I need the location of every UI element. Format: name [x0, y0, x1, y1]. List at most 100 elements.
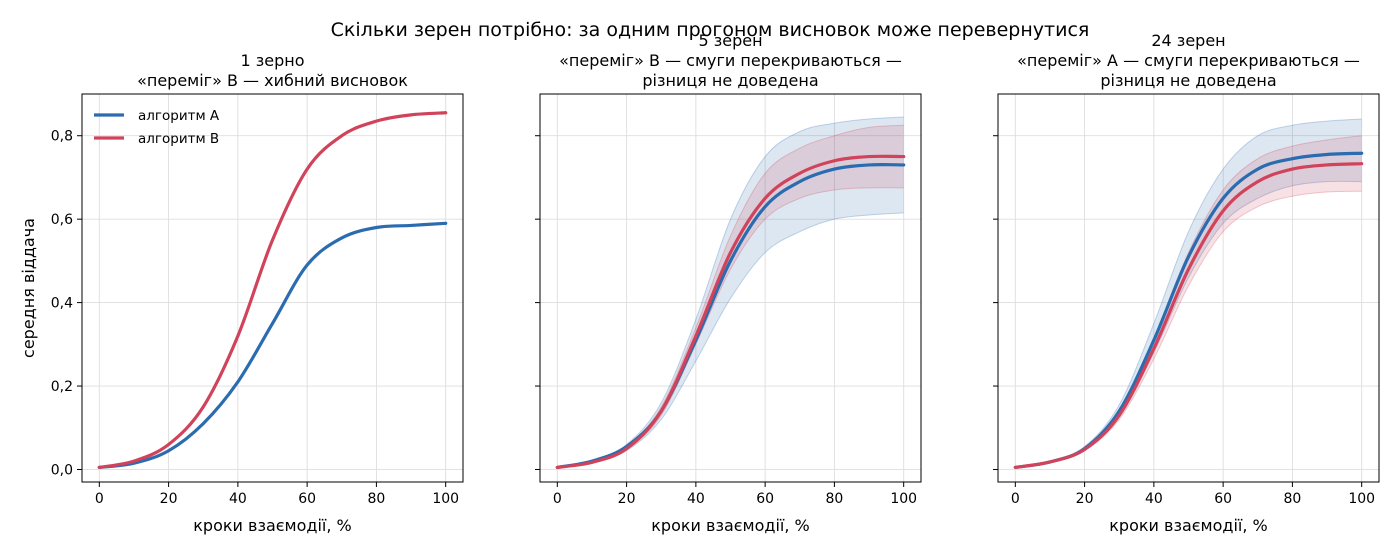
- plot-frame: [997, 93, 1380, 483]
- data-point-B: [1083, 448, 1086, 451]
- x-axis-label: кроки взаємодії, %: [193, 516, 351, 535]
- data-point-A: [798, 180, 802, 184]
- data-point-A: [833, 167, 836, 171]
- data-point-B: [659, 409, 663, 413]
- panel-title-line: 5 зерен: [698, 31, 762, 50]
- band-A: [557, 116, 904, 468]
- data-point-B: [97, 465, 101, 469]
- data-point-B: [340, 134, 344, 138]
- data-point-A: [409, 224, 413, 227]
- legend-label-B: алгоритм B: [138, 131, 219, 147]
- series-line-A: [1013, 151, 1364, 469]
- data-point-B: [1360, 162, 1364, 166]
- data-point-B: [1291, 167, 1294, 171]
- x-tick-label: 60: [298, 491, 316, 507]
- data-point-A: [1325, 153, 1329, 156]
- series-line-B: [555, 154, 906, 469]
- data-point-B: [1048, 460, 1052, 464]
- data-point-B: [132, 459, 136, 463]
- y-tick-label: 0,8: [51, 129, 73, 145]
- plot-frame: [539, 93, 922, 483]
- data-point-B: [798, 171, 802, 175]
- data-point-A: [1256, 167, 1260, 171]
- panel-1: 0 20 40 60 80 100 0,0 0,2 0,4 0,6 0,8 кроки взаємод…: [51, 51, 464, 535]
- figure-suptitle: Скільки зерен потрібно: за одним прогоно…: [331, 19, 1090, 41]
- x-tick-label: 100: [432, 491, 459, 507]
- x-tick-label: 40: [229, 491, 247, 507]
- data-point-B: [201, 405, 205, 409]
- series-line-A: [97, 221, 448, 469]
- panel-title-line: 1 зерно: [240, 51, 304, 70]
- panel-title-line: різниця не доведена: [642, 71, 818, 90]
- y-axis-label: середня віддача: [19, 218, 38, 358]
- data-point-A: [375, 226, 378, 229]
- panel-title-line: різниця не доведена: [1100, 71, 1276, 90]
- x-tick-label: 80: [825, 491, 843, 507]
- data-point-A: [1221, 196, 1225, 200]
- x-tick-label: 0: [553, 491, 562, 507]
- data-point-A: [271, 322, 274, 325]
- plot-frame: [81, 93, 464, 483]
- series-line-B: [1013, 162, 1364, 469]
- band-B: [1015, 135, 1362, 468]
- x-tick-label: 40: [687, 491, 705, 507]
- data-point-B: [305, 167, 309, 171]
- x-tick-label: 60: [1214, 491, 1232, 507]
- data-point-A: [305, 263, 309, 267]
- data-point-B: [625, 447, 628, 451]
- x-axis-label: кроки взаємодії, %: [651, 516, 809, 535]
- data-point-B: [555, 465, 559, 469]
- data-point-B: [763, 196, 767, 200]
- legend-label-A: алгоритм A: [138, 108, 220, 124]
- data-point-A: [201, 422, 205, 425]
- x-axis-label: кроки взаємодії, %: [1109, 516, 1267, 535]
- band-lower-edge-A: [1015, 180, 1362, 468]
- data-point-B: [375, 119, 378, 123]
- panel-title-line: 24 зерен: [1151, 31, 1225, 50]
- data-point-B: [236, 334, 240, 338]
- data-point-B: [694, 334, 698, 338]
- data-point-A: [1291, 157, 1294, 161]
- data-point-B: [590, 460, 594, 464]
- data-point-B: [409, 113, 413, 117]
- x-tick-label: 80: [1283, 491, 1301, 507]
- data-point-A: [729, 259, 732, 263]
- x-tick-label: 0: [95, 491, 104, 507]
- data-point-A: [763, 205, 767, 209]
- data-point-B: [1221, 209, 1225, 213]
- data-point-B: [729, 251, 732, 254]
- data-point-A: [1152, 338, 1156, 342]
- y-tick-label: 0,0: [51, 462, 73, 478]
- x-tick-label: 80: [367, 491, 385, 507]
- panel-3: 0 20 40 60 80 100 кроки взаємодії, % 24 зерен«п…: [993, 31, 1380, 535]
- data-point-B: [1152, 347, 1156, 350]
- data-point-B: [1325, 163, 1329, 167]
- x-tick-label: 20: [618, 491, 636, 507]
- y-tick-label: 0,4: [51, 296, 73, 312]
- data-point-B: [167, 443, 170, 446]
- x-tick-label: 20: [1076, 491, 1094, 507]
- data-point-A: [1187, 255, 1190, 259]
- x-tick-label: 40: [1145, 491, 1163, 507]
- panel-title-line: «переміг» B — хибний висновок: [137, 71, 408, 90]
- legend: алгоритм A алгоритм B: [94, 108, 220, 147]
- panel-title-line: «переміг» B — смуги перекриваються —: [559, 51, 902, 70]
- y-tick-label: 0,6: [51, 212, 73, 228]
- chart-panels: 0 20 40 60 80 100 0,0 0,2 0,4 0,6 0,8 кроки взаємод…: [51, 31, 1380, 535]
- x-tick-label: 0: [1011, 491, 1020, 507]
- data-point-A: [340, 236, 344, 240]
- panel-title-line: «переміг» A — смуги перекриваються —: [1017, 51, 1360, 70]
- data-point-B: [271, 238, 274, 242]
- band-B: [557, 125, 904, 468]
- data-point-A: [1360, 151, 1364, 155]
- y-tick-label: 0,2: [51, 379, 73, 395]
- data-point-B: [1256, 180, 1260, 184]
- data-point-A: [236, 380, 240, 384]
- series-line-B: [97, 111, 448, 469]
- data-point-B: [1187, 267, 1190, 271]
- data-point-B: [902, 155, 906, 158]
- panel-2: 0 20 40 60 80 100 кроки взаємодії, % 5 зерен«пе…: [535, 31, 922, 535]
- data-point-B: [444, 111, 448, 115]
- x-tick-label: 20: [160, 491, 178, 507]
